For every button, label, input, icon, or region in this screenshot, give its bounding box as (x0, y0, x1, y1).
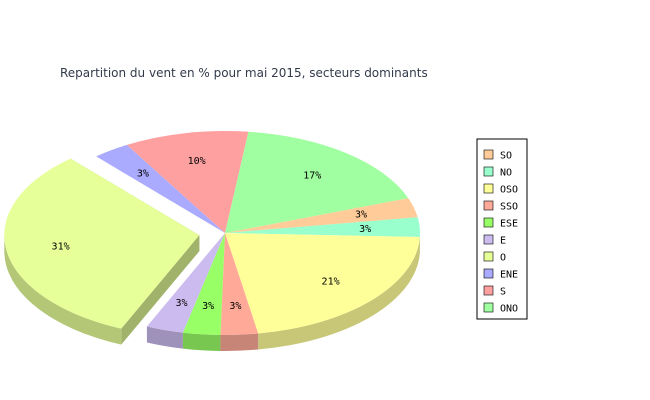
legend-label-e: E (500, 236, 506, 247)
legend-label-s: S (500, 287, 506, 298)
legend-label-sso: SSO (500, 202, 518, 213)
pie-slice-wall-e (146, 326, 183, 349)
slice-label-bg-oso (320, 274, 341, 287)
legend-swatch-so (483, 149, 494, 160)
slice-label-oso: 21% (322, 276, 340, 287)
pie-slice-wall-ese (182, 332, 221, 351)
legend-label-so: SO (500, 151, 512, 162)
slice-label-no: 3% (359, 224, 371, 235)
pie-slice-wall-o (4, 235, 122, 345)
slice-label-bg-ono (302, 168, 323, 181)
slice-label-ono: 17% (303, 170, 321, 181)
legend-swatch-ese (483, 217, 494, 228)
slice-label-bg-e (174, 295, 189, 308)
legend-label-oso: OSO (500, 185, 518, 196)
slice-label-ese: 3% (202, 301, 214, 312)
legend-swatch-sso (483, 200, 494, 211)
pie-slice-e[interactable] (146, 233, 225, 333)
legend-swatch-ono (483, 302, 494, 313)
legend-swatch-o (483, 251, 494, 262)
slice-label-bg-o (50, 239, 71, 252)
slice-label-bg-no (357, 221, 373, 234)
pie-slice-wall-sso (220, 333, 259, 352)
slice-label-s: 10% (188, 156, 206, 167)
legend-swatch-ene (483, 268, 494, 279)
slice-label-bg-s (186, 154, 207, 167)
pie-layer: 3% 3% 21% 3% 3% 3% 31% 3% 10% 17% (4, 131, 420, 352)
pie-slice-ene[interactable] (96, 144, 226, 233)
legend-swatch-no (483, 166, 494, 177)
legend-label-ono: ONO (500, 304, 518, 315)
legend-label-o: O (500, 253, 506, 264)
legend-swatch-s (483, 285, 494, 296)
slice-label-bg-so (353, 207, 369, 220)
slice-label-e: 3% (175, 298, 187, 309)
slice-label-sso: 3% (229, 301, 241, 312)
pie-slice-so[interactable] (225, 198, 418, 233)
legend-label-ene: ENE (500, 270, 518, 281)
chart-title: Repartition du vent en % pour mai 2015, … (60, 66, 428, 80)
pie-slice-ono[interactable] (225, 131, 409, 233)
legend-swatch-e (483, 234, 494, 245)
slice-label-so: 3% (355, 210, 367, 221)
pie-slice-wall-oso (258, 237, 420, 350)
slice-label-ene: 3% (137, 168, 149, 179)
slice-label-o: 31% (52, 242, 70, 253)
legend-label-no: NO (500, 168, 512, 179)
pie-slice-o[interactable] (4, 158, 200, 329)
slice-label-bg-ese (200, 298, 216, 311)
slice-label-bg-sso (228, 299, 243, 312)
legend-label-ese: ESE (500, 219, 518, 230)
pie-slice-s[interactable] (126, 131, 249, 233)
legend-swatch-oso (483, 183, 494, 194)
pie-slice-side-o-0 (121, 235, 200, 345)
slice-label-bg-ene (135, 166, 151, 179)
